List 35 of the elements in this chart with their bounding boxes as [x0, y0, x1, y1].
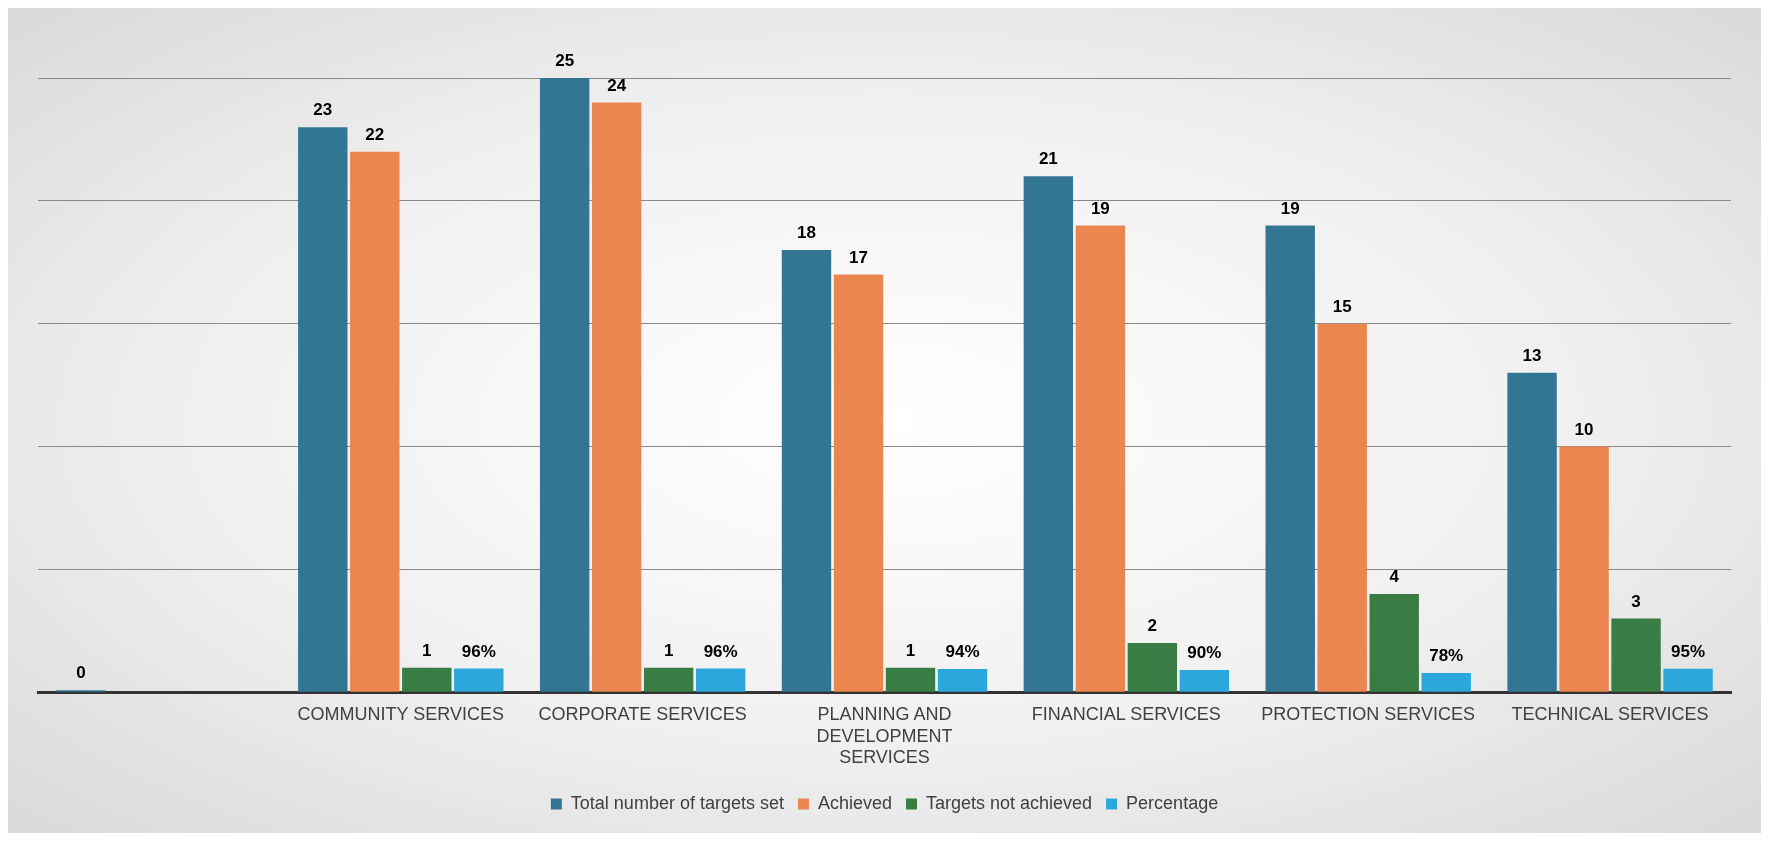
legend-label: Achieved: [817, 792, 893, 813]
x-tick-label: PROTECTION SERVICES: [1261, 703, 1476, 724]
data-label: 0: [76, 663, 86, 683]
data-label: 19: [1090, 198, 1110, 218]
data-label: 18: [797, 223, 816, 243]
legend-label: Targets not achieved: [925, 792, 1093, 813]
data-label: 95%: [1671, 642, 1706, 662]
data-label: 17: [849, 247, 868, 267]
data-label: 2: [1147, 616, 1158, 636]
data-label: 90%: [1187, 643, 1222, 663]
x-tick-label: CORPORATE SERVICES: [538, 703, 747, 724]
x-tick-label: TECHNICAL SERVICES: [1511, 703, 1709, 724]
data-label: 23: [313, 100, 333, 120]
data-label: 1: [663, 640, 674, 660]
data-label: 10: [1574, 419, 1594, 439]
data-label: 24: [607, 75, 627, 95]
legend-label: Total number of targets set: [570, 792, 784, 813]
x-tick-label: FINANCIAL SERVICES: [1031, 703, 1221, 724]
data-label: 13: [1522, 346, 1542, 365]
data-label: 25: [555, 51, 575, 71]
data-label: 1: [905, 640, 916, 660]
data-label: 96%: [703, 641, 738, 661]
data-label: 94%: [945, 642, 980, 662]
x-tick-label: COMMUNITY SERVICES: [297, 703, 504, 724]
data-label: 96%: [461, 641, 496, 661]
data-label: 21: [1038, 149, 1058, 169]
data-label: 78%: [1429, 646, 1464, 666]
legend-label: Percentage: [1126, 792, 1219, 813]
data-label: 4: [1389, 567, 1400, 587]
data-label: 15: [1332, 296, 1352, 316]
data-label: 19: [1280, 198, 1300, 218]
x-tick-label: PLANNING AND DEVELOPMENT SERVICES: [816, 703, 953, 768]
data-label: 1: [422, 640, 432, 660]
data-label: 3: [1631, 591, 1641, 611]
data-label: 22: [365, 124, 385, 144]
